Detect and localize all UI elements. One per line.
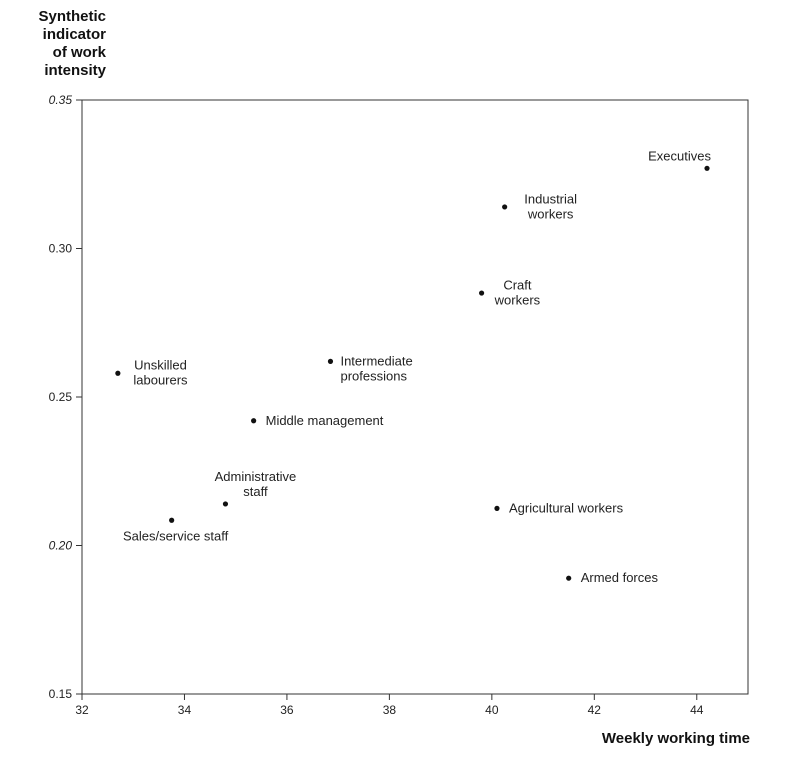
data-point-label-line: Sales/service staff (123, 528, 229, 543)
y-axis-title-line: intensity (44, 62, 106, 79)
x-tick-label: 38 (383, 703, 397, 717)
y-axis-title-line: indicator (42, 26, 106, 43)
data-point (566, 575, 572, 581)
x-tick-label: 32 (75, 703, 89, 717)
y-axis-title-line: Synthetic (38, 8, 106, 25)
data-point-label-line: workers (494, 293, 541, 308)
data-point (222, 501, 229, 507)
data-point-group: Craft workers (479, 278, 541, 308)
data-point-label: Unskilled labourers (133, 358, 188, 388)
x-axis-title: Weekly working time (601, 730, 750, 747)
y-axis-ticks: 0.15 0.20 0.25 0.30 0.35 (49, 93, 82, 701)
data-point-label: Intermediate professions (340, 353, 412, 383)
y-tick-label: 0.20 (49, 539, 73, 553)
data-point-label: Agricultural workers (509, 500, 624, 515)
data-point (502, 204, 508, 210)
data-point-group: Unskilled labourers (115, 358, 188, 388)
plot-frame (81, 99, 749, 695)
x-tick-label: 40 (485, 703, 499, 717)
data-point-label: Craft workers (494, 278, 541, 308)
data-point-group: Sales/service staff (123, 517, 229, 543)
data-point-label-line: Unskilled (134, 358, 187, 373)
data-point-label-line: workers (527, 206, 574, 221)
data-point-label-line: Intermediate (340, 353, 412, 368)
data-point-label: Middle management (266, 413, 384, 428)
data-point-label-line: Agricultural workers (509, 500, 624, 515)
data-point-group: Administrative staff (215, 469, 297, 507)
data-point (327, 358, 334, 364)
data-point (115, 370, 121, 376)
data-point-label-line: Craft (503, 278, 532, 293)
data-point-label-line: staff (243, 484, 268, 499)
y-tick-label: 0.15 (49, 687, 73, 701)
data-point-label: Executives (648, 148, 711, 163)
data-point-group: Armed forces (566, 570, 658, 585)
data-point (704, 165, 710, 171)
data-point (169, 517, 175, 523)
data-point-group: Industrial workers (502, 191, 577, 221)
data-point-label: Administrative staff (215, 469, 297, 499)
y-tick-label: 0.35 (49, 93, 73, 107)
data-point (479, 290, 485, 296)
data-point-group: Agricultural workers (494, 500, 624, 515)
x-axis-ticks: 32 34 36 38 40 42 44 (75, 694, 704, 717)
data-point-label-line: labourers (133, 373, 188, 388)
data-point-label-line: Administrative (215, 469, 297, 484)
y-axis-title-line: of work (52, 44, 106, 61)
x-tick-label: 42 (588, 703, 602, 717)
data-point-label: Sales/service staff (123, 528, 229, 543)
data-point-label: Armed forces (581, 570, 659, 585)
data-point-label-line: Executives (648, 148, 711, 163)
data-point (251, 418, 257, 424)
data-point-group: Middle management (251, 413, 384, 428)
data-point-group: Executives (648, 148, 712, 171)
x-tick-label: 34 (178, 703, 192, 717)
y-tick-label: 0.30 (49, 242, 73, 256)
data-point-label-line: professions (340, 368, 407, 383)
data-point-label-line: Middle management (266, 413, 384, 428)
x-tick-label: 44 (690, 703, 704, 717)
data-point-label-line: Armed forces (581, 570, 659, 585)
y-tick-label: 0.25 (49, 390, 73, 404)
x-tick-label: 36 (280, 703, 294, 717)
y-axis-title: Synthetic indicator of work intensity (10, 8, 106, 80)
data-point (494, 505, 500, 511)
data-point-label: Industrial workers (524, 191, 577, 221)
data-point-group: Intermediate professions (327, 353, 413, 383)
data-point-label-line: Industrial (524, 191, 577, 206)
